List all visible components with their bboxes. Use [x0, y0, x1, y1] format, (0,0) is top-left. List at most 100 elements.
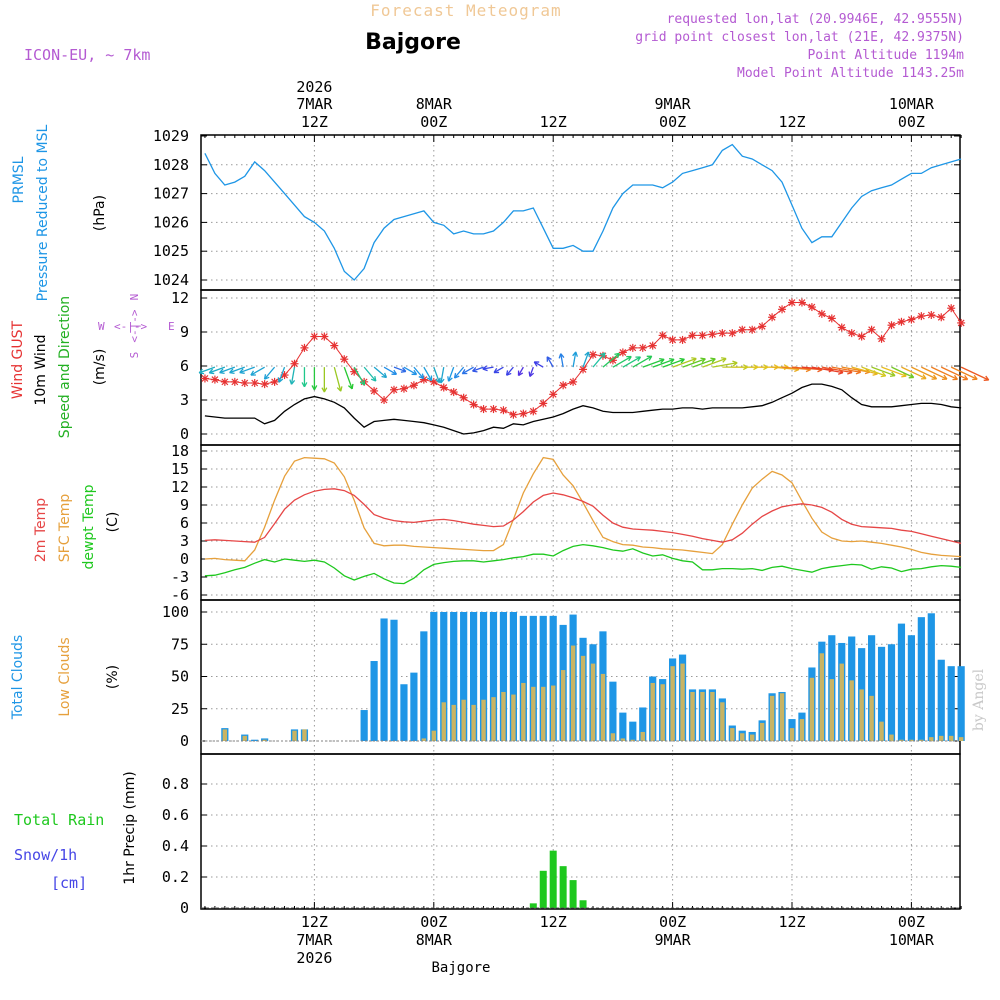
gust-marker	[718, 329, 727, 338]
wind-direction-arrow	[289, 367, 296, 385]
gust-marker	[399, 384, 408, 393]
requested-coords: requested lon,lat (20.9946E, 42.9555N)	[667, 12, 964, 27]
gust-marker-stroke	[291, 360, 298, 368]
arrow-head	[953, 374, 958, 380]
total-cloud-bar	[897, 623, 906, 741]
gust-marker-stroke	[758, 322, 766, 330]
arrow-head	[889, 375, 896, 378]
arrow-head	[413, 369, 418, 375]
low-cloud-bar	[889, 734, 894, 741]
total-cloud-bar	[420, 631, 428, 741]
snow-unit: [cm]	[51, 874, 87, 892]
gust-marker	[728, 329, 737, 338]
arrow-head	[616, 353, 620, 359]
ytick-label: 100	[162, 603, 189, 621]
gust-marker-stroke	[659, 331, 667, 339]
ytick-label: 1028	[153, 156, 189, 174]
gust-marker-stroke	[788, 299, 796, 306]
gust-marker-stroke	[629, 344, 637, 352]
gust-marker	[867, 325, 876, 334]
wind-direction-label: Speed and Direction	[57, 296, 73, 438]
arrow-shaft	[250, 366, 265, 376]
low-cloud-bar	[640, 731, 645, 741]
arrow-head	[710, 357, 716, 360]
gust-marker	[638, 343, 647, 352]
bottom-hour-label: 00Z	[898, 913, 925, 931]
ytick-label: 6	[180, 514, 189, 532]
gust-marker-stroke	[898, 318, 905, 326]
arrow-shaft	[911, 366, 937, 380]
arrow-shaft	[413, 366, 424, 379]
arrow-shaft	[423, 366, 433, 381]
low-cloud-bar	[441, 702, 446, 741]
total-cloud-bar	[390, 619, 398, 741]
arrow-shaft	[612, 355, 632, 368]
total-cloud-bar	[957, 666, 965, 741]
arrow-head	[964, 375, 969, 380]
gust-marker-stroke	[500, 406, 507, 414]
low-cloud-bar	[819, 653, 825, 741]
wind-direction-arrow	[447, 366, 455, 382]
gust-marker	[957, 318, 966, 327]
low-cloud-bar	[292, 730, 297, 741]
gust-marker-stroke	[808, 303, 816, 311]
wind-direction-arrow	[921, 366, 948, 381]
wind-direction-arrow	[472, 366, 484, 373]
wind-direction-arrow	[373, 366, 388, 379]
arrow-head	[837, 371, 844, 375]
gust-marker	[220, 377, 229, 386]
gust-marker	[419, 375, 428, 384]
low-cloud-bar	[859, 689, 864, 741]
arrow-head	[669, 357, 675, 361]
arrow-head	[528, 371, 531, 377]
arrow-head	[336, 387, 342, 392]
arrow-shaft	[229, 366, 245, 374]
low-cloud-bar	[421, 738, 427, 741]
gust-marker	[380, 396, 389, 404]
arrow-head	[277, 377, 280, 383]
gust-marker	[529, 407, 538, 416]
gust-marker	[210, 375, 219, 384]
arrow-shaft	[791, 366, 823, 371]
pressure-label-prmsl: PRMSL	[11, 156, 27, 203]
gust-marker	[479, 405, 488, 414]
arrow-head	[301, 382, 306, 388]
rain-bar	[579, 900, 587, 908]
gust-marker-stroke	[649, 342, 657, 350]
total-cloud-bar	[619, 712, 627, 741]
gust-marker-stroke	[370, 387, 378, 395]
ytick-label: 1026	[153, 213, 189, 231]
wind-direction-arrow	[250, 366, 265, 376]
arrow-head	[560, 353, 565, 358]
temp-2m-line	[204, 488, 962, 545]
pressure-label-msl: Pressure Reduced to MSL	[35, 124, 51, 301]
gust-marker-stroke	[888, 321, 895, 329]
low-cloud-bar	[501, 691, 506, 741]
top-hour-label: 00Z	[659, 113, 686, 131]
arrow-shaft	[602, 352, 620, 368]
gust-marker	[758, 322, 767, 331]
total-cloud-bar	[400, 684, 408, 741]
gust-marker	[797, 298, 806, 307]
total-cloud-bar	[868, 635, 876, 741]
gust-marker	[469, 400, 478, 409]
low-cloud-bar	[789, 728, 795, 741]
ytick-label: 3	[180, 391, 189, 409]
gust-marker	[409, 381, 418, 390]
low-cloud-bar	[222, 729, 228, 741]
low-cloud-bar	[580, 655, 586, 741]
snow-label: Snow/1h	[14, 846, 77, 864]
wind-direction-arrow	[861, 366, 887, 378]
total-cloud-bar	[509, 612, 517, 741]
gust-marker-stroke	[679, 336, 686, 344]
wind-direction-arrow	[582, 351, 590, 368]
gust-marker	[449, 388, 458, 397]
clouds-low-label: Low Clouds	[57, 637, 73, 716]
wind-direction-arrow	[558, 353, 565, 368]
gust-marker-stroke	[917, 312, 925, 320]
wind-direction-arrow	[461, 366, 474, 375]
gust-marker-stroke	[420, 376, 428, 384]
arrow-head	[711, 358, 716, 364]
arrow-head	[659, 357, 665, 361]
gust-marker-stroke	[549, 390, 557, 398]
